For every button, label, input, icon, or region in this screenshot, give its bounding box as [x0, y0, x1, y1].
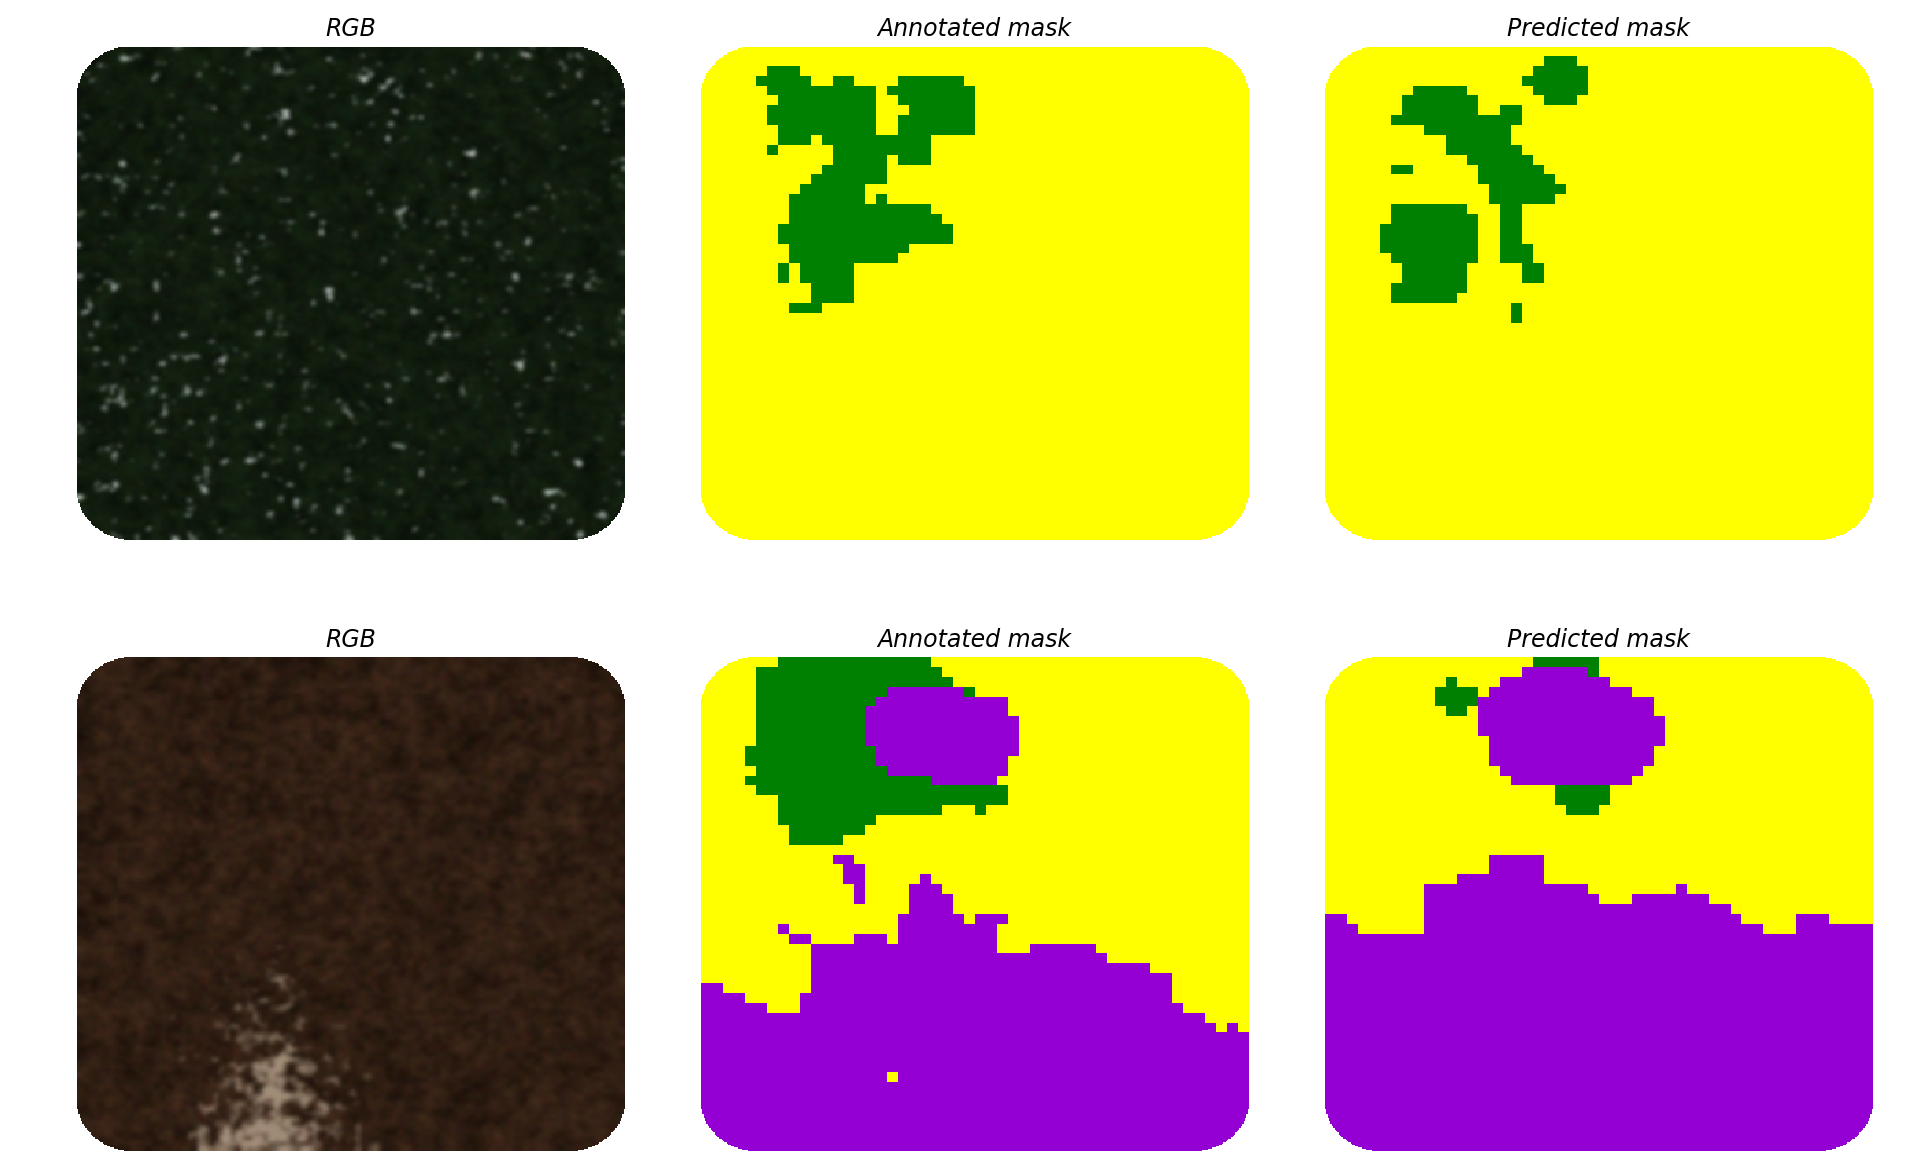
Text: Predicted mask: Predicted mask: [1507, 628, 1690, 652]
Text: RGB: RGB: [324, 18, 376, 41]
Text: Annotated mask: Annotated mask: [877, 628, 1071, 652]
Text: Predicted mask: Predicted mask: [1507, 18, 1690, 41]
Text: Annotated mask: Annotated mask: [877, 18, 1071, 41]
Text: RGB: RGB: [324, 628, 376, 652]
